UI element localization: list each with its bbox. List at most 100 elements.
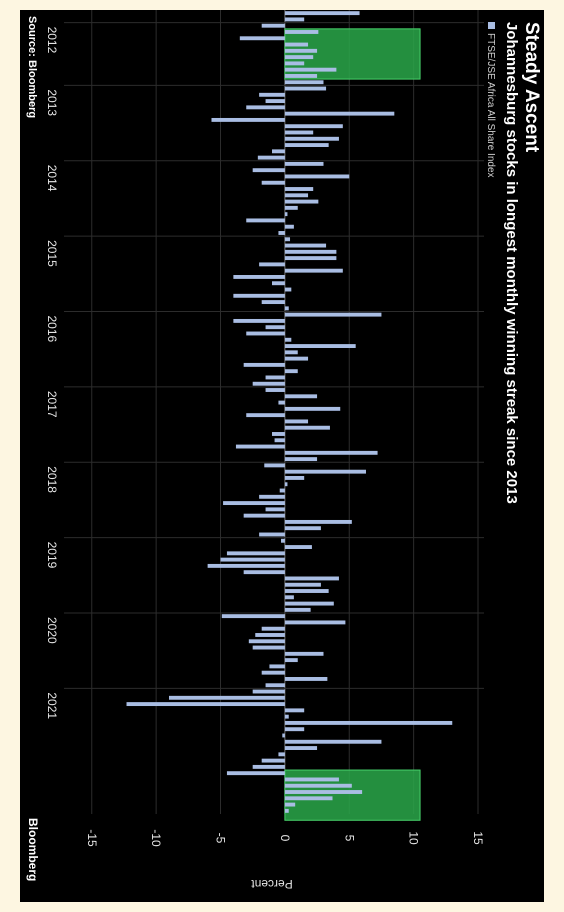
bar [272, 432, 285, 436]
bar [255, 633, 285, 637]
bar [259, 532, 285, 537]
bar [281, 538, 285, 543]
bar [284, 746, 318, 750]
bar [265, 683, 285, 688]
bar [272, 281, 285, 286]
bar [207, 563, 285, 568]
bar [265, 375, 285, 380]
bar [284, 595, 294, 600]
bar [246, 105, 285, 110]
bar [264, 463, 285, 468]
bar [284, 61, 305, 66]
highlight-region [284, 769, 421, 821]
bar [284, 111, 395, 116]
bar [233, 275, 285, 279]
bar [284, 48, 318, 53]
x-tick-label: 2014 [45, 165, 59, 192]
chart-frame: Steady Ascent Johannesburg stocks in lon… [20, 10, 544, 902]
bar [284, 344, 356, 348]
bar [284, 739, 382, 744]
bar [284, 306, 289, 311]
bar [261, 180, 285, 185]
bar [261, 626, 285, 631]
bar [284, 727, 305, 732]
bar [284, 545, 312, 549]
y-tick-label: -10 [149, 829, 163, 847]
x-tick-label: 2020 [45, 617, 59, 644]
bar [233, 318, 285, 323]
x-tick-label: 2021 [45, 692, 59, 719]
bar [261, 670, 285, 675]
bar [261, 758, 285, 763]
bar [211, 117, 285, 122]
bar [252, 168, 285, 173]
bar [169, 695, 285, 700]
bar [259, 92, 285, 97]
bar [252, 645, 285, 650]
bar [284, 469, 366, 474]
bar [284, 658, 298, 663]
bar [284, 80, 324, 85]
bar [284, 651, 324, 656]
bar [284, 425, 330, 430]
bar [284, 237, 291, 242]
bar [259, 494, 285, 499]
bar [226, 771, 285, 776]
bar [284, 67, 337, 72]
y-tick-label: -5 [214, 833, 228, 844]
bar [223, 501, 285, 506]
y-tick-label: 0 [278, 835, 292, 842]
bar [284, 249, 337, 254]
bar [284, 187, 314, 191]
bar [284, 457, 318, 462]
highlight-region [284, 28, 421, 80]
bar [284, 17, 305, 22]
bar [269, 664, 285, 669]
bar [284, 130, 314, 135]
bar [284, 11, 360, 16]
bar [284, 419, 309, 424]
brand-logo-text: Bloomberg [26, 818, 40, 882]
bar [284, 337, 292, 342]
bar [284, 406, 341, 411]
bar [235, 444, 285, 449]
bar [284, 174, 350, 179]
bar [274, 438, 285, 443]
bar [284, 42, 309, 47]
bar [252, 381, 285, 386]
bar [284, 268, 343, 273]
x-tick-label: 2018 [45, 466, 59, 493]
bar [284, 482, 288, 487]
bar [284, 714, 289, 719]
bar [278, 400, 285, 405]
bar [284, 55, 314, 60]
x-tick-label: 2013 [45, 89, 59, 116]
bar [248, 639, 285, 644]
bar [284, 356, 309, 361]
x-tick-label: 2017 [45, 391, 59, 418]
bar [284, 205, 298, 210]
chart-plot: 2012 2013 2014 2015 2016 2017 2018 2019 2020 2021… [45, 10, 485, 891]
bar [265, 325, 285, 330]
bar [243, 362, 285, 367]
bar [284, 708, 305, 713]
bar [265, 507, 285, 512]
bar [284, 161, 324, 166]
bar [233, 293, 285, 298]
bar [284, 802, 296, 807]
bar [284, 212, 288, 217]
bar [284, 582, 321, 587]
bar [284, 796, 333, 801]
bar [226, 551, 285, 556]
x-tick-label: 2019 [45, 542, 59, 569]
bar [284, 589, 329, 593]
bar [126, 702, 285, 707]
bar [284, 783, 352, 788]
bar [284, 86, 327, 91]
bar [284, 677, 328, 681]
bar [284, 30, 319, 34]
x-tick-label: 2012 [45, 27, 59, 54]
x-tick-label: 2015 [45, 240, 59, 267]
bar [284, 607, 311, 612]
bar [239, 36, 285, 41]
